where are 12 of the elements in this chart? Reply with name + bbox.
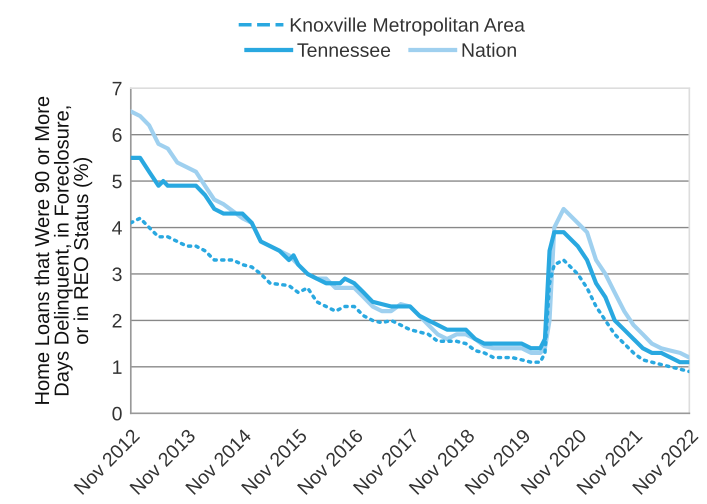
y-tick-label: 5 (112, 174, 122, 188)
legend-label: Knoxville Metropolitan Area (290, 18, 525, 36)
y-tick-label: 2 (112, 314, 122, 328)
y-axis-title: Home Loans that Were 90 or More Days Delinquent, in Foreclosure, or in REO Status (%) (34, 96, 92, 404)
y-tick-label: 4 (112, 221, 122, 235)
y-tick-label: 0 (112, 406, 122, 421)
legend-label: Tennessee (297, 43, 390, 57)
y-tick-label: 6 (112, 128, 122, 142)
y-tick-label: 3 (112, 267, 122, 282)
y-tick-label: 1 (113, 360, 122, 374)
y-tick-label: 7 (112, 82, 122, 96)
legend-label: Nation (462, 42, 516, 57)
